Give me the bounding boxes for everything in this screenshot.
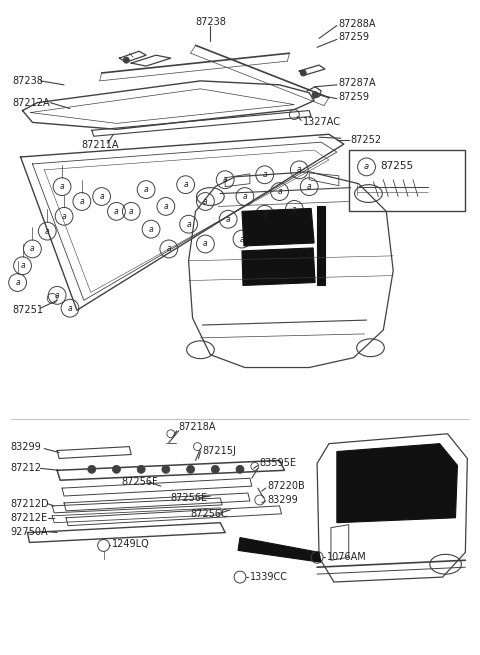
Text: 87238: 87238 — [195, 16, 226, 27]
Text: a: a — [203, 240, 208, 248]
Text: 83595E: 83595E — [260, 458, 297, 468]
Polygon shape — [317, 206, 325, 286]
Circle shape — [88, 466, 96, 474]
Circle shape — [112, 466, 120, 474]
Bar — [349, 150, 466, 212]
Text: 1339CC: 1339CC — [250, 572, 288, 582]
Text: a: a — [240, 234, 244, 244]
Text: a: a — [307, 182, 312, 191]
Text: a: a — [263, 170, 267, 179]
Text: 87259: 87259 — [339, 32, 370, 43]
Text: a: a — [99, 192, 104, 201]
Text: 87212E: 87212E — [11, 513, 48, 523]
Text: 87256C: 87256C — [191, 509, 228, 519]
Text: 87212A: 87212A — [12, 98, 50, 107]
Text: a: a — [167, 244, 171, 253]
Text: a: a — [60, 182, 64, 191]
Text: 1076AM: 1076AM — [327, 552, 367, 562]
Circle shape — [300, 70, 306, 76]
Text: a: a — [364, 162, 369, 172]
Text: 87238: 87238 — [12, 76, 44, 86]
Text: 87212D: 87212D — [11, 499, 49, 509]
Text: a: a — [203, 197, 208, 206]
Text: a: a — [15, 278, 20, 287]
Text: a: a — [297, 165, 301, 174]
Text: 83299: 83299 — [11, 441, 41, 451]
Text: a: a — [62, 212, 66, 221]
Text: a: a — [129, 207, 133, 216]
Text: a: a — [183, 180, 188, 189]
Text: a: a — [144, 185, 148, 194]
Text: 87256E: 87256E — [171, 493, 208, 503]
Circle shape — [187, 466, 194, 474]
Text: a: a — [30, 244, 35, 253]
Text: 1249LQ: 1249LQ — [111, 540, 149, 550]
Text: 87251: 87251 — [12, 305, 44, 315]
Text: 83299: 83299 — [268, 495, 299, 505]
Text: a: a — [263, 210, 267, 219]
Text: a: a — [45, 227, 49, 236]
Polygon shape — [242, 208, 314, 246]
Text: 92750A: 92750A — [11, 527, 48, 536]
Text: 87288A: 87288A — [339, 18, 376, 29]
Text: 87220B: 87220B — [268, 481, 305, 491]
Text: 1327AC: 1327AC — [303, 117, 341, 128]
Text: a: a — [226, 215, 230, 224]
Polygon shape — [242, 248, 315, 286]
Text: a: a — [20, 261, 25, 271]
Polygon shape — [337, 443, 457, 523]
Text: 87212: 87212 — [11, 463, 42, 474]
Text: 87255: 87255 — [380, 161, 413, 171]
Circle shape — [211, 466, 219, 474]
Circle shape — [137, 466, 145, 474]
Circle shape — [312, 92, 318, 98]
Text: a: a — [223, 176, 228, 184]
Text: 87287A: 87287A — [339, 78, 376, 88]
Text: a: a — [186, 219, 191, 229]
Text: a: a — [80, 197, 84, 206]
Circle shape — [162, 466, 170, 474]
Text: a: a — [164, 202, 168, 211]
Text: 87215J: 87215J — [203, 445, 236, 456]
Text: a: a — [292, 205, 297, 214]
Text: a: a — [68, 304, 72, 312]
Text: 87211A: 87211A — [82, 140, 120, 150]
Text: a: a — [55, 291, 60, 300]
Text: 87259: 87259 — [339, 92, 370, 102]
Circle shape — [123, 57, 129, 63]
Text: a: a — [277, 187, 282, 196]
Text: 87252: 87252 — [351, 135, 382, 145]
Text: a: a — [242, 192, 247, 201]
Polygon shape — [238, 538, 321, 562]
Text: 87256F: 87256F — [121, 477, 158, 487]
Text: 87218A: 87218A — [179, 422, 216, 432]
Circle shape — [236, 466, 244, 474]
Text: a: a — [149, 225, 153, 234]
Text: a: a — [114, 207, 119, 216]
